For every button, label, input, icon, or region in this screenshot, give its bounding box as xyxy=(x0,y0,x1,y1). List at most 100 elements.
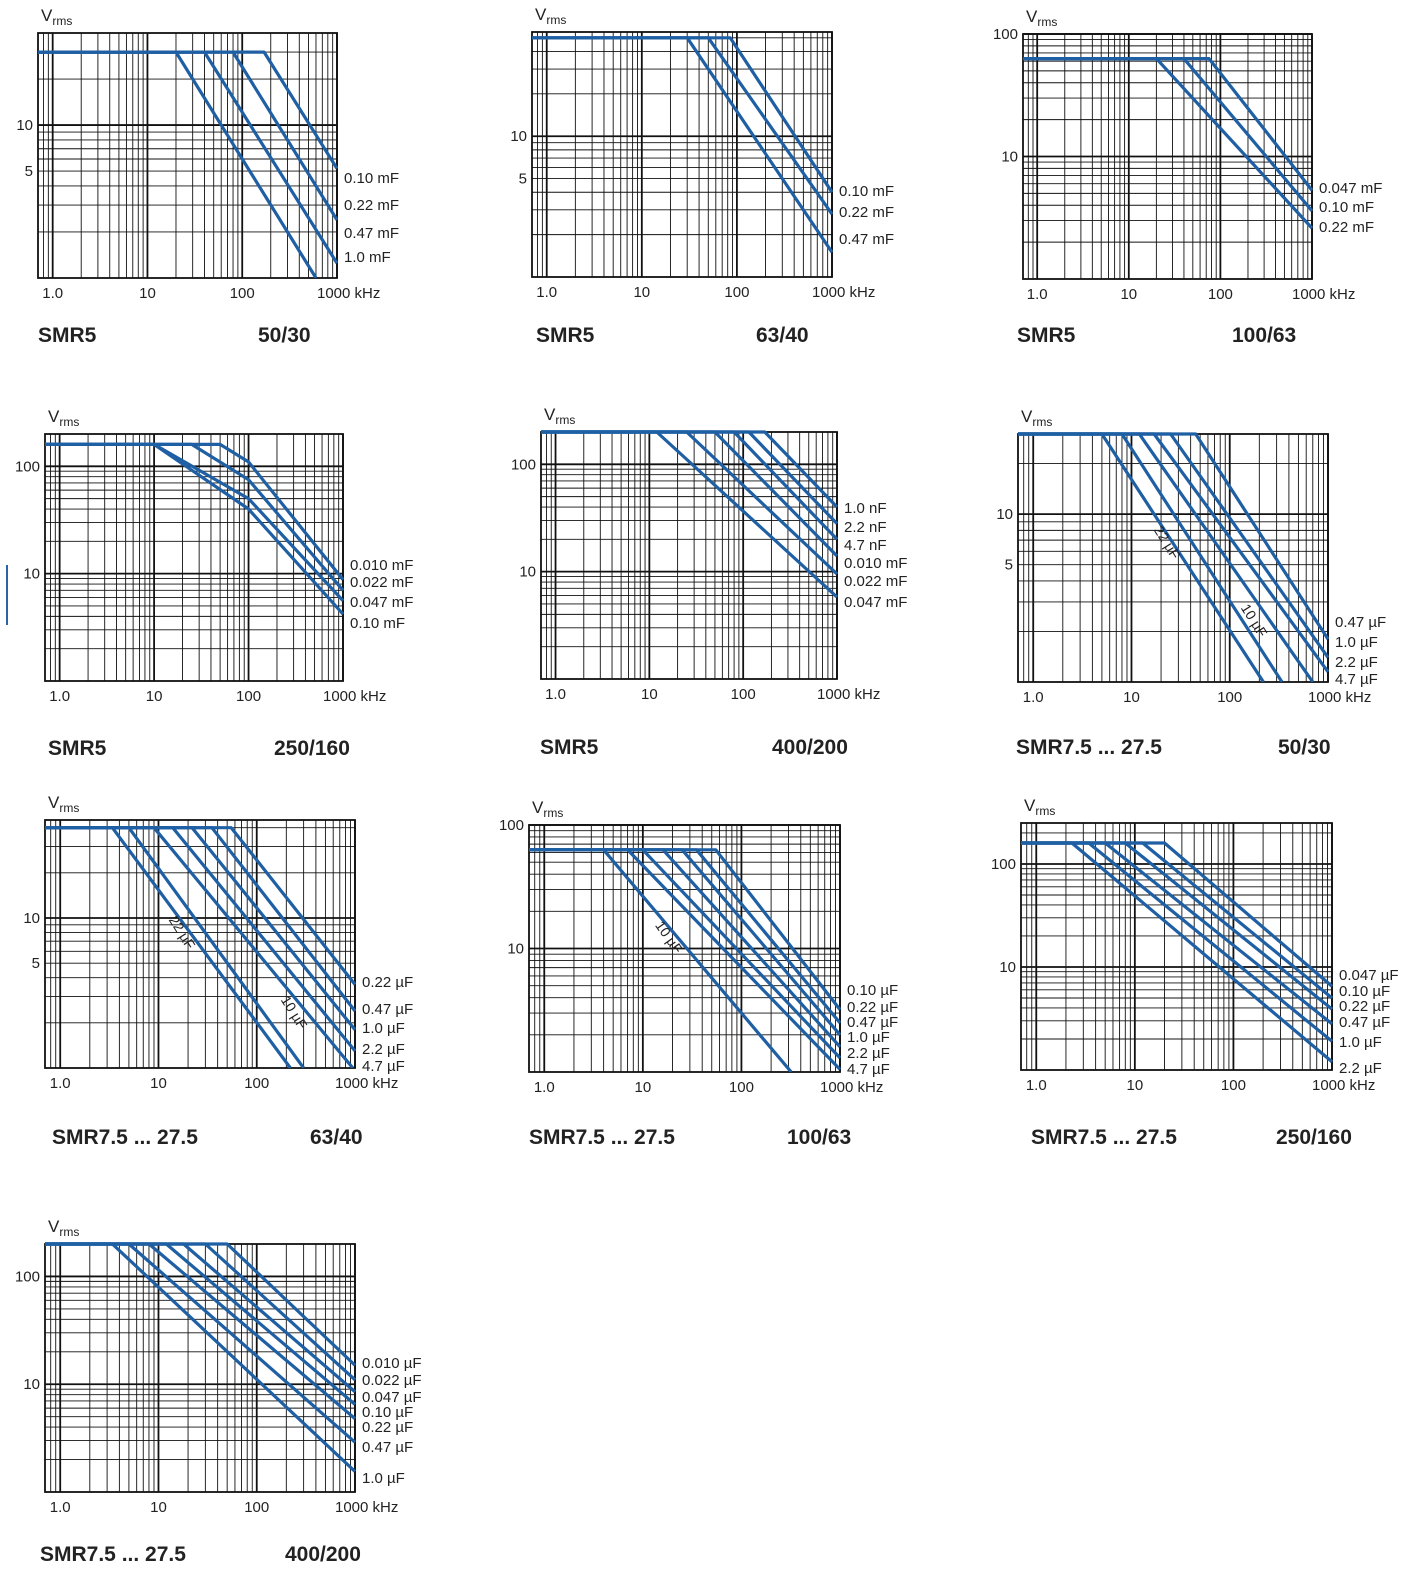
series-label: 1.0 µF xyxy=(1335,634,1378,651)
series-label: 0.22 mF xyxy=(344,197,399,214)
x-tick-label: 1000 kHz xyxy=(335,1499,398,1516)
grid xyxy=(540,431,838,680)
x-tick-label: 10 xyxy=(1120,286,1137,303)
series-label: 4.7 µF xyxy=(847,1061,890,1078)
grid xyxy=(528,824,841,1073)
x-tick-label: 10 xyxy=(641,686,658,703)
y-tick-label: 100 xyxy=(991,856,1016,873)
series-label: 0.022 mF xyxy=(844,573,907,590)
x-tick-label: 10 xyxy=(139,285,156,302)
chart-rating: 100/63 xyxy=(1232,324,1297,347)
curves xyxy=(541,430,838,599)
x-tick-label: 1.0 xyxy=(42,285,63,302)
series-label: 4.7 µF xyxy=(1335,671,1378,688)
plot-frame xyxy=(1020,822,1333,1071)
chart-rating: 250/160 xyxy=(274,737,350,760)
curves xyxy=(45,1242,356,1473)
y-tick-label: 10 xyxy=(23,1376,40,1393)
series-label: 1.0 µF xyxy=(847,1029,890,1046)
x-tick-label: 100 xyxy=(731,686,756,703)
y-axis-symbol: Vrms xyxy=(48,1217,79,1239)
x-tick-label: 1.0 xyxy=(50,1499,71,1516)
curves xyxy=(1018,432,1329,682)
y-tick-label: 10 xyxy=(510,128,527,145)
chart-rating: 63/40 xyxy=(310,1126,363,1149)
x-tick-label: 10 xyxy=(635,1079,652,1096)
series-label: 0.47 mF xyxy=(839,231,894,248)
series-label: 0.10 mF xyxy=(1319,199,1374,216)
page-edge-marker xyxy=(6,565,8,625)
series-label: 1.0 µF xyxy=(362,1020,405,1037)
x-tick-label: 100 xyxy=(1221,1077,1246,1094)
series-label: 0.47 µF xyxy=(362,1439,413,1456)
y-tick-label: 10 xyxy=(23,910,40,927)
x-tick-label: 10 xyxy=(1127,1077,1144,1094)
chart-series-name: SMR7.5 ... 27.5 xyxy=(40,1543,186,1566)
series-line xyxy=(1021,841,1333,1064)
y-tick-label: 100 xyxy=(993,26,1018,43)
chart-series-name: SMR5 xyxy=(540,736,599,759)
y-tick-label: 100 xyxy=(511,456,536,473)
series-label: 2.2 nF xyxy=(844,519,887,536)
x-tick-label: 100 xyxy=(1208,286,1233,303)
series-label: 0.047 mF xyxy=(844,594,907,611)
y-tick-label: 5 xyxy=(519,171,527,188)
series-label: 0.22 µF xyxy=(1339,998,1390,1015)
x-tick-label: 10 xyxy=(1123,689,1140,706)
chart-series-name: SMR5 xyxy=(38,324,97,347)
series-label: 0.010 mF xyxy=(350,557,413,574)
series-label: 0.047 µF xyxy=(1339,967,1399,984)
chart-rating: 100/63 xyxy=(787,1126,852,1149)
x-tick-label: 1000 kHz xyxy=(820,1079,883,1096)
curves xyxy=(1021,841,1333,1064)
series-label: 0.10 µF xyxy=(362,1404,413,1421)
x-tick-label: 1000 kHz xyxy=(317,285,380,302)
plot-frame xyxy=(1022,33,1313,280)
series-label: 0.22 µF xyxy=(847,999,898,1016)
plot-frame xyxy=(528,824,841,1073)
series-label: 0.47 mF xyxy=(344,225,399,242)
y-tick-label: 10 xyxy=(507,941,524,958)
y-tick-label: 5 xyxy=(25,163,33,180)
series-line xyxy=(45,1242,356,1381)
chart-series-name: SMR5 xyxy=(48,737,107,760)
chart-series-name: SMR7.5 ... 27.5 xyxy=(52,1126,198,1149)
series-label: 0.010 mF xyxy=(844,555,907,572)
series-label: 2.2 µF xyxy=(1339,1060,1382,1077)
series-label: 0.022 µF xyxy=(362,1372,422,1389)
series-label: 0.47 µF xyxy=(1335,614,1386,631)
x-tick-label: 1.0 xyxy=(545,686,566,703)
chart-series-name: SMR7.5 ... 27.5 xyxy=(1016,736,1162,759)
y-tick-label: 5 xyxy=(32,955,40,972)
y-tick-label: 10 xyxy=(1001,149,1018,166)
series-label: 0.22 mF xyxy=(839,204,894,221)
x-tick-label: 1.0 xyxy=(534,1079,555,1096)
chart-rating: 400/200 xyxy=(285,1543,361,1566)
series-label: 0.047 µF xyxy=(362,1389,422,1406)
series-label: 4.7 nF xyxy=(844,537,887,554)
curves xyxy=(38,50,338,278)
series-label: 0.10 mF xyxy=(350,615,405,632)
series-line xyxy=(541,430,838,599)
x-tick-label: 1000 kHz xyxy=(812,284,875,301)
grid xyxy=(44,1243,356,1493)
series-label: 0.22 mF xyxy=(1319,219,1374,236)
x-tick-label: 1000 kHz xyxy=(817,686,880,703)
grid xyxy=(531,32,833,278)
y-axis-symbol-subscript: rms xyxy=(59,801,79,815)
series-label: 0.22 µF xyxy=(362,974,413,991)
x-tick-label: 10 xyxy=(633,284,650,301)
series-line xyxy=(45,826,292,1068)
y-tick-label: 10 xyxy=(996,506,1013,523)
curves xyxy=(1023,56,1313,230)
series-label: 2.2 µF xyxy=(1335,654,1378,671)
series-line xyxy=(1023,56,1313,230)
x-tick-label: 1000 kHz xyxy=(323,688,386,705)
curves xyxy=(45,442,344,616)
